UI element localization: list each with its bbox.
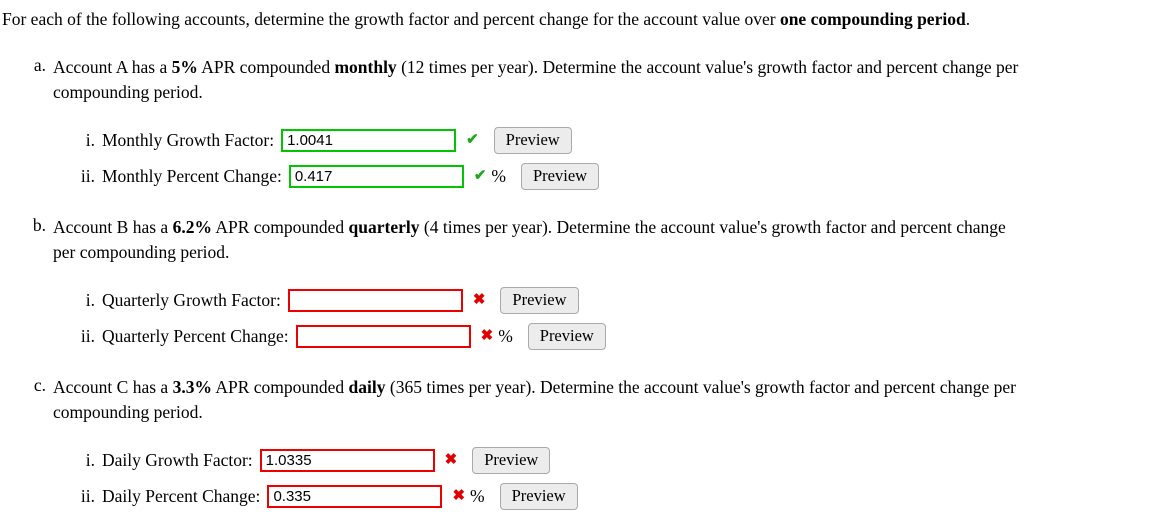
quarterly-growth-factor-input[interactable] [287,289,463,312]
incorrect-icon: ✖ [472,292,486,308]
preview-button[interactable]: Preview [520,163,600,190]
daily-percent-change-input[interactable] [267,485,443,508]
percent-sign: % [498,326,513,346]
part-b-text: Account B has a 6.2% APR compounded quar… [53,215,1156,265]
row-marker: ii. [80,326,95,346]
part-a-line1: Account A has a 5% APR compounded monthl… [53,57,1019,77]
percent-change-label: Daily Percent Change: [102,486,261,506]
daily-growth-factor-input[interactable] [259,449,435,472]
preview-button[interactable]: Preview [500,287,579,314]
percent-sign: % [491,166,506,186]
preview-button[interactable]: Preview [493,127,572,154]
rate-value: 6.2% [172,217,212,237]
question-intro: For each of the following accounts, dete… [2,9,1156,30]
intro-bold-phrase: one compounding period [779,9,966,29]
compounding-frequency: daily [348,377,386,397]
rate-value: 3.3% [172,377,212,397]
answer-row-b-i: i. Quarterly Growth Factor: ✖ Preview [53,287,1156,314]
preview-button[interactable]: Preview [527,323,606,350]
part-b-line2: per compounding period. [53,242,230,262]
part-a: a. Account A has a 5% APR compounded mon… [2,55,1156,190]
percent-change-label: Monthly Percent Change: [102,166,282,186]
part-a-line2: compounding period. [53,82,203,102]
rate-value: 5% [171,57,198,77]
row-marker: ii. [80,486,95,506]
incorrect-icon: ✖ [480,328,494,344]
answer-row-c-i: i. Daily Growth Factor: ✖ Preview [53,447,1156,474]
preview-button[interactable]: Preview [499,483,578,510]
correct-icon: ✔ [466,132,479,148]
part-c-line2: compounding period. [53,402,203,422]
growth-factor-label: Monthly Growth Factor: [102,130,275,150]
percent-sign: % [470,486,485,506]
row-marker: ii. [80,166,95,186]
quarterly-percent-change-input[interactable] [295,325,471,348]
correct-icon: ✔ [473,168,487,184]
compounding-frequency: quarterly [348,217,420,237]
answer-row-a-ii: ii. Monthly Percent Change: ✔ % Preview [53,163,1156,190]
intro-text-before: For each of the following accounts, dete… [2,9,780,29]
answer-row-b-ii: ii. Quarterly Percent Change: ✖ % Previe… [53,323,1156,350]
part-c-line1: Account C has a 3.3% APR compounded dail… [53,377,1016,397]
incorrect-icon: ✖ [452,488,466,504]
compounding-frequency: monthly [334,57,397,77]
incorrect-icon: ✖ [444,452,458,468]
part-a-text: Account A has a 5% APR compounded monthl… [53,55,1156,105]
part-c-text: Account C has a 3.3% APR compounded dail… [53,375,1156,425]
row-marker: i. [85,450,95,470]
part-marker: a. [33,55,46,75]
part-marker: b. [32,215,46,235]
intro-text-after: . [965,9,971,29]
answer-row-a-i: i. Monthly Growth Factor: ✔ Preview [53,127,1156,154]
monthly-percent-change-input[interactable] [288,165,464,188]
row-marker: i. [85,130,95,150]
row-marker: i. [85,290,95,310]
preview-button[interactable]: Preview [472,447,551,474]
part-c: c. Account C has a 3.3% APR compounded d… [2,375,1156,510]
part-marker: c. [33,375,46,395]
part-b: b. Account B has a 6.2% APR compounded q… [2,215,1156,350]
growth-factor-label: Quarterly Growth Factor: [102,290,281,310]
monthly-growth-factor-input[interactable] [281,129,457,152]
answer-row-c-ii: ii. Daily Percent Change: ✖ % Preview [53,483,1156,510]
percent-change-label: Quarterly Percent Change: [102,326,289,346]
growth-factor-label: Daily Growth Factor: [102,450,253,470]
part-b-line1: Account B has a 6.2% APR compounded quar… [53,217,1006,237]
